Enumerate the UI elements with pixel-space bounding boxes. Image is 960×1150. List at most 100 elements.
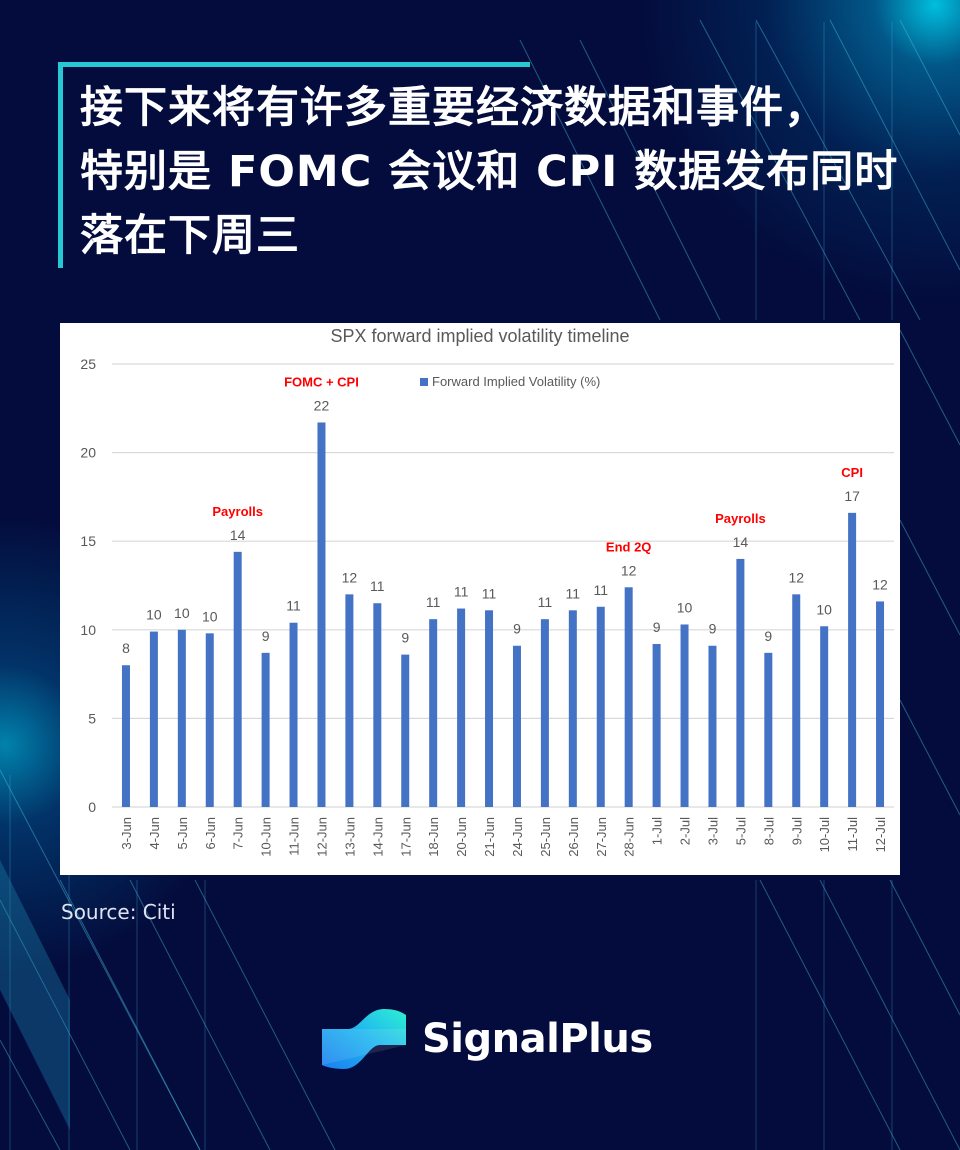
x-tick-label: 5-Jun	[175, 817, 190, 850]
bar	[652, 643, 661, 807]
bar	[708, 645, 717, 807]
data-label: 9	[401, 630, 409, 646]
bar-chart-plot: 0 5 10 15 20 25 8 3-Jun 10 4-Jun 10 5-Jun 10 6-Jun 14 P…	[80, 356, 894, 857]
data-label: 14	[733, 534, 749, 550]
y-tick-label: 15	[80, 533, 96, 549]
bar	[568, 610, 577, 807]
bar	[876, 601, 885, 807]
bar	[736, 558, 745, 807]
data-label: 11	[566, 585, 581, 601]
x-tick-label: 1-Jul	[650, 817, 665, 845]
data-label: 8	[122, 640, 130, 656]
title-line-2: 特别是 FOMC 会议和 CPI 数据发布同时	[80, 147, 899, 197]
x-tick-label: 8-Jul	[761, 817, 776, 845]
bar	[317, 422, 326, 807]
y-tick-label: 20	[80, 445, 96, 461]
data-label: 9	[653, 619, 661, 635]
title-line-1: 接下来将有许多重要经济数据和事件，	[80, 83, 828, 133]
x-tick-label: 10-Jun	[259, 817, 274, 857]
bar	[680, 624, 689, 807]
x-tick-label: 14-Jun	[370, 817, 385, 857]
event-annotation: FOMC + CPI	[284, 374, 359, 389]
data-label: 9	[262, 628, 270, 644]
y-tick-label: 10	[80, 622, 96, 638]
x-tick-label: 11-Jul	[845, 817, 860, 852]
data-label: 11	[370, 578, 385, 594]
x-tick-label: 27-Jun	[594, 817, 609, 857]
bar	[401, 654, 410, 807]
brand-name: SignalPlus	[422, 1016, 653, 1062]
brand-logo: SignalPlus	[322, 1007, 653, 1071]
data-label: 10	[146, 607, 162, 623]
bar	[540, 619, 549, 807]
bar	[177, 629, 186, 807]
x-tick-label: 12-Jul	[873, 817, 888, 853]
bar	[792, 594, 801, 807]
x-tick-label: 6-Jun	[203, 817, 218, 850]
data-label: 11	[454, 584, 469, 600]
bar	[512, 645, 521, 807]
bar	[429, 619, 438, 807]
x-tick-label: 17-Jun	[398, 817, 413, 857]
data-label: 9	[709, 621, 717, 637]
data-label: 10	[816, 601, 832, 617]
y-tick-label: 25	[80, 356, 96, 372]
data-label: 11	[482, 585, 497, 601]
signalplus-wave-logo-icon	[322, 1009, 406, 1069]
data-label: 12	[788, 569, 804, 585]
bar	[205, 633, 214, 807]
bar	[457, 608, 466, 807]
bar	[624, 587, 633, 807]
data-label: 9	[513, 621, 521, 637]
event-annotation: CPI	[841, 465, 863, 480]
bar	[596, 606, 605, 807]
source-caption: Source: Citi	[61, 900, 176, 924]
data-label: 11	[593, 582, 608, 598]
x-tick-label: 26-Jun	[566, 817, 581, 857]
event-annotation: End 2Q	[606, 539, 652, 554]
x-tick-label: 3-Jun	[119, 817, 134, 850]
title-accent-frame	[58, 62, 530, 268]
legend-swatch	[420, 377, 428, 386]
data-label: 11	[538, 594, 553, 610]
page-title: 接下来将有许多重要经济数据和事件， 特别是 FOMC 会议和 CPI 数据发布同…	[80, 76, 940, 268]
y-tick-label: 0	[88, 799, 96, 815]
x-tick-label: 10-Jul	[817, 817, 832, 853]
bar	[485, 610, 494, 807]
y-tick-label: 5	[88, 710, 96, 726]
data-label: 12	[621, 562, 637, 578]
bar	[149, 631, 158, 807]
x-tick-label: 2-Jul	[678, 817, 693, 845]
bar	[848, 512, 857, 807]
legend-label: Forward Implied Volatility (%)	[432, 374, 601, 389]
bar	[233, 551, 242, 807]
event-annotation: Payrolls	[212, 504, 263, 519]
data-label: 9	[764, 628, 772, 644]
x-tick-label: 12-Jun	[314, 817, 329, 857]
data-label: 11	[286, 598, 301, 614]
bar	[345, 594, 354, 807]
x-tick-label: 25-Jun	[538, 817, 553, 857]
x-tick-label: 28-Jun	[622, 817, 637, 857]
x-tick-label: 9-Jul	[789, 817, 804, 845]
data-label: 22	[314, 397, 330, 413]
x-tick-label: 21-Jun	[482, 817, 497, 857]
data-label: 10	[202, 608, 218, 624]
x-tick-label: 18-Jun	[426, 817, 441, 857]
x-tick-label: 13-Jun	[342, 817, 357, 857]
x-tick-label: 20-Jun	[454, 817, 469, 857]
x-tick-label: 5-Jul	[733, 817, 748, 845]
bar	[121, 665, 130, 807]
x-tick-label: 24-Jun	[510, 817, 525, 857]
bar	[261, 652, 270, 807]
chart-legend: Forward Implied Volatility (%)	[420, 374, 600, 389]
title-line-3: 落在下周三	[80, 211, 300, 261]
data-label: 11	[426, 594, 441, 610]
x-tick-label: 11-Jun	[287, 817, 302, 856]
bar	[820, 626, 829, 807]
x-tick-label: 7-Jun	[231, 817, 246, 850]
bar	[373, 603, 382, 807]
data-label: 12	[342, 569, 358, 585]
x-tick-label: 4-Jun	[147, 817, 162, 850]
